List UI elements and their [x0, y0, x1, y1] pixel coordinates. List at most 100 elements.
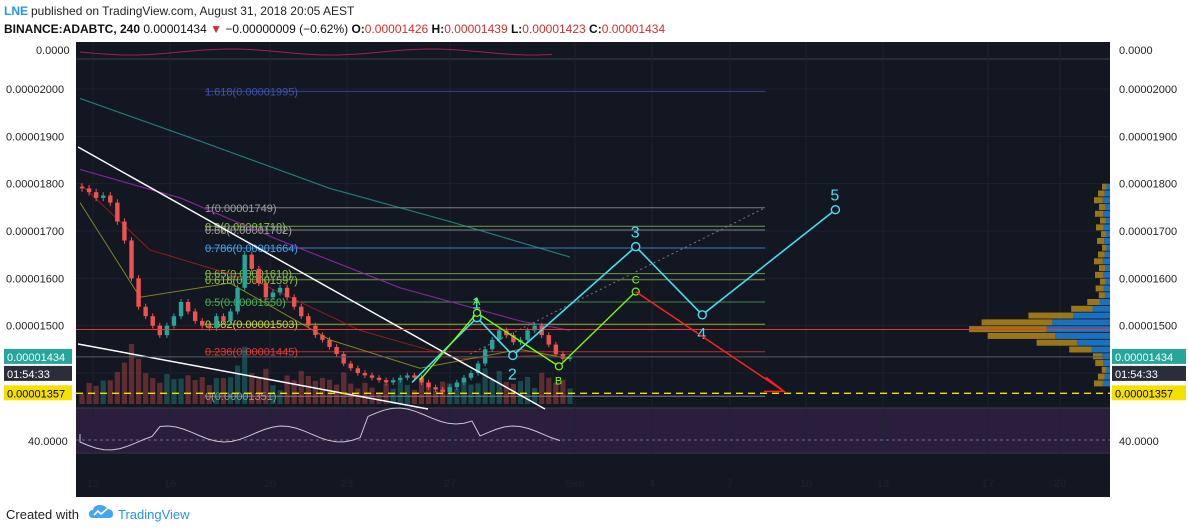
candle-body [221, 316, 226, 321]
price-tick-right: 0.00001900 [1119, 131, 1177, 143]
candle-body [207, 325, 212, 329]
volume-profile-bar [1096, 224, 1104, 231]
price-tick-left: 0.00001600 [6, 273, 64, 285]
volume-profile-bar [1102, 258, 1110, 265]
volume-bar [206, 384, 212, 404]
created-with-label: Created with [6, 507, 79, 522]
candle-body [525, 330, 530, 340]
candle-body [93, 192, 99, 198]
candle-body [178, 302, 184, 317]
candle-body [122, 221, 127, 241]
volume-bar [383, 383, 389, 404]
fib-level-label: 0.5(0.00001550) [205, 297, 286, 309]
volume-profile-bar [1097, 373, 1105, 380]
candle-body [270, 292, 276, 298]
date-tick: 10 [800, 478, 812, 490]
candle-body [150, 316, 155, 326]
left-price-axis [0, 42, 76, 497]
volume-bar [227, 377, 234, 404]
wave-point [697, 310, 707, 320]
candle-body [490, 339, 495, 350]
last-price-badge-bg [1112, 348, 1186, 364]
wave-point [508, 350, 518, 361]
candle-body [129, 240, 134, 279]
volume-bar [418, 377, 425, 404]
date-tick: 17 [982, 478, 994, 490]
volume-bar [192, 380, 198, 404]
close-value: 0.00001434 [601, 22, 666, 36]
symbol-line: BINANCE:ADABTC, 240 0.00001434 ▼ −0.0000… [4, 22, 665, 36]
candle-body [405, 375, 410, 378]
candle-body [511, 335, 516, 343]
volume-profile-bar [1104, 237, 1110, 244]
candle-body [461, 377, 467, 383]
fib-level-label: 0.382(0.00001503) [205, 319, 298, 331]
candle-body [79, 186, 85, 189]
price-tick-right: 0.00001500 [1119, 321, 1177, 333]
candle-body [101, 195, 106, 198]
candle-body [426, 382, 431, 388]
candle-body [263, 283, 269, 298]
author-name[interactable]: LNE [4, 4, 28, 18]
countdown-badge-bg [1112, 365, 1186, 381]
tradingview-cloud-icon[interactable] [88, 503, 114, 521]
volume-bar [312, 380, 318, 404]
volume-profile-bar [1106, 183, 1110, 190]
volume-profile-bar [1094, 197, 1103, 204]
volume-bar [390, 388, 396, 404]
date-tick: 16 [164, 478, 176, 490]
rsi-tick-left: 40.0000 [28, 436, 68, 448]
volume-profile-bar [981, 319, 1053, 326]
volume-profile-bar [1104, 251, 1110, 258]
volume-bar [79, 394, 85, 404]
chart-header: LNE published on TradingView.com, August … [0, 0, 1188, 42]
volume-bar [376, 392, 382, 404]
volume-profile-bar [1102, 197, 1110, 204]
volume-profile-bar [987, 332, 1055, 339]
volume-bar [199, 377, 205, 404]
volume-bar [107, 380, 113, 404]
volume-profile-bar [1028, 312, 1074, 319]
tradingview-link[interactable]: TradingView [118, 507, 190, 522]
fib-level-label: 0(0.00001351) [205, 391, 277, 403]
volume-profile-bar [1103, 360, 1110, 367]
volume-bar [93, 385, 99, 404]
volume-profile-bar [1105, 265, 1110, 272]
volume-profile-bar [1103, 210, 1110, 217]
right-price-axis [1110, 42, 1188, 497]
wave-label-2: 2 [508, 366, 517, 383]
volume-bar [454, 388, 460, 404]
date-tick: Sep [565, 478, 585, 490]
volume-profile-bar [1076, 339, 1110, 346]
impulse-wave-path [411, 209, 836, 384]
volume-profile-bar [1105, 231, 1110, 238]
fib-level-label: 0.236(0.00001445) [205, 347, 298, 359]
candle-body [398, 377, 403, 381]
candle-body [86, 188, 92, 193]
candle-body [228, 311, 233, 321]
volume-profile-bar [1095, 360, 1104, 367]
high-value: 0.00001439 [444, 22, 508, 36]
volume-profile-bar [1103, 285, 1110, 292]
volume-bar [128, 344, 135, 404]
moving-average-line [79, 168, 571, 331]
chart-canvas[interactable]: 1.618(0.00001995)1(0.00001749)0.9(0.0000… [0, 42, 1188, 497]
volume-profile-bar [1106, 244, 1110, 251]
fib-level-label: 1(0.00001749) [205, 203, 277, 215]
volume-profile-bar [1106, 366, 1110, 373]
open-value: 0.00001426 [364, 22, 429, 36]
countdown-badge-bg [4, 365, 72, 381]
volume-bar [249, 373, 255, 404]
volume-bar [348, 383, 354, 404]
close-label: C: [589, 22, 602, 36]
last-price-badge: 0.00001434 [1115, 352, 1173, 364]
fib-level-label: 0.65(0.00001610) [205, 269, 292, 281]
volume-profile-bar [1103, 271, 1110, 278]
candle-body [164, 325, 170, 336]
price-tick-left: 0.00001700 [6, 226, 64, 238]
volume-profile-bar [1104, 190, 1110, 197]
volume-profile-bar [1098, 190, 1105, 197]
volume-bar [114, 372, 120, 404]
candle-body [383, 380, 389, 383]
fib-level-label: 0.786(0.00001664) [205, 243, 298, 255]
